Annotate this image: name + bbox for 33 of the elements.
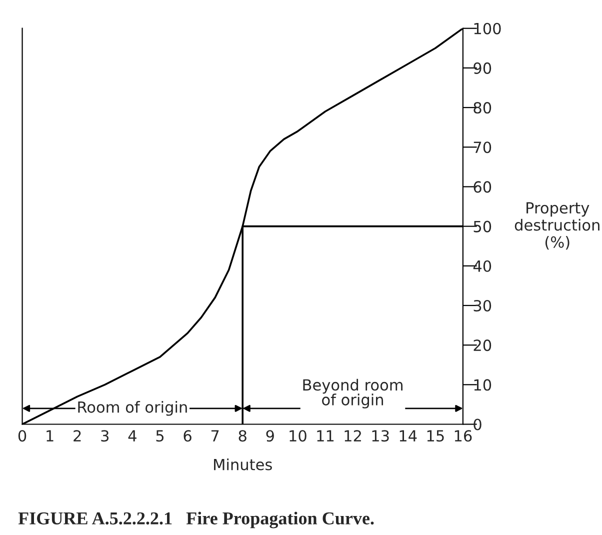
y-tick-label: 0 bbox=[474, 418, 482, 430]
text: FIGURE A.5.2.2.2.1 Fire Propagation Curve. bbox=[18, 512, 374, 528]
x-tick-label: 4 bbox=[128, 430, 136, 442]
x-tick-label: 14 bbox=[400, 430, 417, 442]
x-tick-label: 11 bbox=[317, 430, 334, 442]
y-tick-label: 30 bbox=[474, 300, 492, 312]
x-tick-label: 12 bbox=[344, 430, 361, 442]
y-tick-label: 60 bbox=[474, 181, 492, 193]
x-tick-label: 7 bbox=[211, 430, 219, 442]
y-tick-label: 50 bbox=[474, 220, 492, 232]
x-tick-label: 8 bbox=[238, 430, 246, 442]
y-tick-label: 10 bbox=[474, 379, 492, 391]
y-tick-label: 20 bbox=[474, 340, 492, 352]
x-tick-label: 6 bbox=[184, 430, 192, 442]
y-tick-label: 100 bbox=[474, 22, 501, 34]
x-axis-title: Minutes bbox=[214, 458, 272, 470]
x-tick-label: 10 bbox=[290, 430, 306, 442]
x-tick-label: 3 bbox=[101, 430, 109, 442]
annotation: Room of origin bbox=[78, 401, 187, 416]
y-tick-label: 40 bbox=[473, 260, 492, 272]
y-tick-label: 80 bbox=[474, 102, 492, 114]
x-tick-label: 9 bbox=[266, 430, 274, 442]
x-tick-label: 1 bbox=[46, 430, 54, 442]
x-tick-label: 13 bbox=[372, 430, 389, 442]
y-tick-label: 90 bbox=[474, 62, 492, 74]
x-tick-label: 2 bbox=[74, 430, 81, 442]
x-tick-label: 15 bbox=[427, 430, 444, 442]
y-tick-label: 70 bbox=[474, 142, 492, 154]
x-tick-label: 0 bbox=[18, 430, 26, 442]
x-tick-label: 5 bbox=[156, 430, 164, 442]
annotation: Beyond room of origin bbox=[303, 378, 402, 408]
x-tick-label: 16 bbox=[454, 430, 472, 442]
y-axis-title: Property destruction (%) bbox=[514, 202, 600, 250]
